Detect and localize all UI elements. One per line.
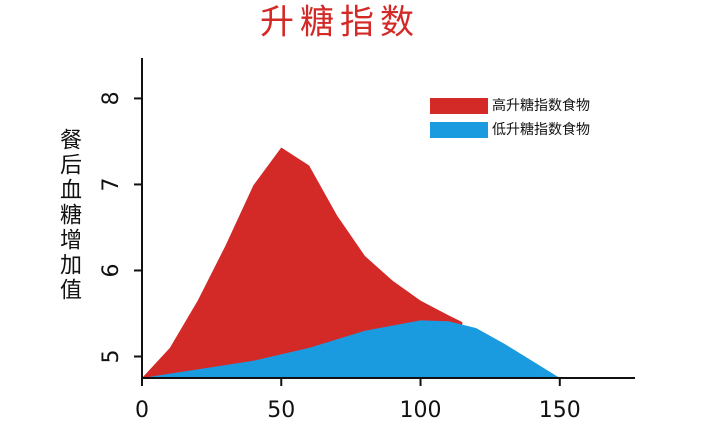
y-tick-label: 8 bbox=[99, 91, 124, 105]
x-tick-label: 0 bbox=[135, 398, 149, 423]
legend-swatch bbox=[430, 98, 488, 114]
y-tick-label: 5 bbox=[99, 349, 124, 363]
area bbox=[142, 147, 463, 378]
y-axis-label: 餐后血糖增加值 bbox=[56, 128, 81, 303]
y-tick-label: 6 bbox=[99, 263, 124, 277]
x-tick-label: 150 bbox=[539, 398, 581, 423]
legend-label: 低升糖指数食物 bbox=[492, 121, 590, 138]
legend-label: 高升糖指数食物 bbox=[492, 97, 590, 114]
x-tick-label: 50 bbox=[267, 398, 295, 423]
y-tick-label: 7 bbox=[99, 177, 124, 191]
legend-swatch bbox=[430, 122, 488, 138]
x-tick-label: 100 bbox=[400, 398, 442, 423]
area bbox=[142, 320, 560, 378]
chart-title: 升糖指数 bbox=[260, 3, 420, 43]
